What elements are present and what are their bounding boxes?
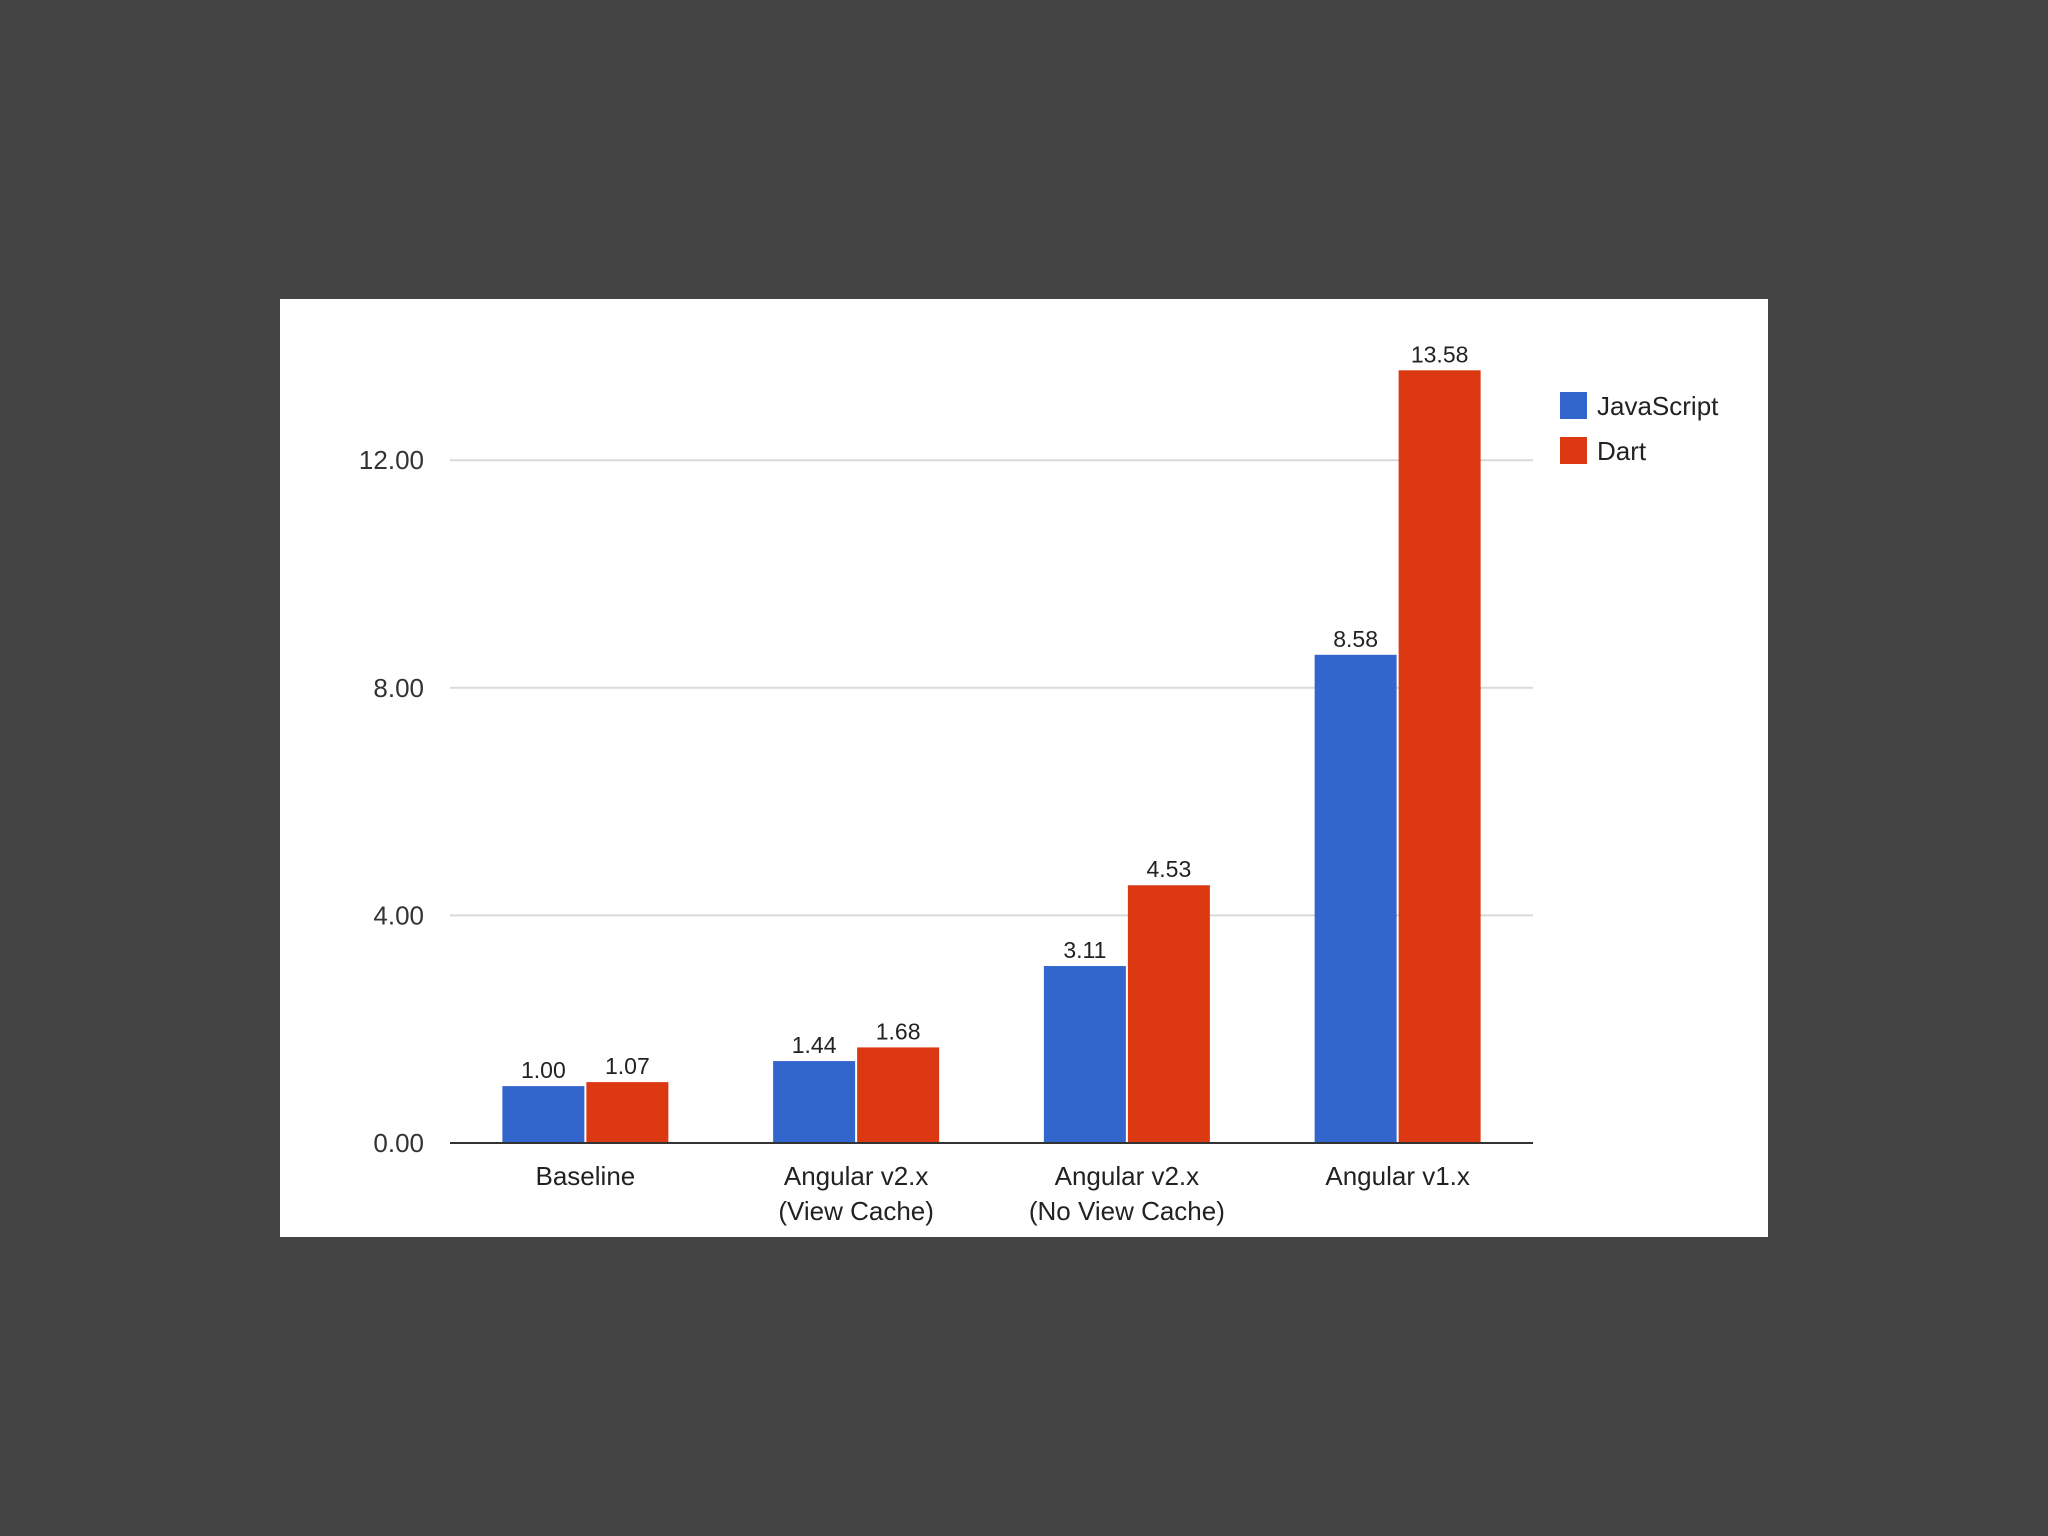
legend-swatch (1560, 392, 1587, 419)
bar-dart-1 (857, 1047, 940, 1143)
data-label: 1.68 (876, 1018, 921, 1044)
bar-javascript-1 (773, 1061, 856, 1143)
data-labels: 1.00 1.07 1.44 1.68 3.11 4.53 8.58 13.58 (521, 341, 1468, 1083)
data-label: 1.00 (521, 1057, 566, 1083)
x-axis: 0.00 4.00 8.00 12.00 Baseline Angular v2.x (Vi… (359, 445, 1533, 1226)
chart-panel: 0.00 4.00 8.00 12.00 Baseline Angular v2.x (Vi… (280, 299, 1768, 1237)
bar-javascript-3 (1314, 654, 1397, 1143)
x-tick-label: Angular v2.x (1055, 1161, 1200, 1191)
data-label: 1.44 (792, 1032, 837, 1058)
x-tick-label: Baseline (536, 1161, 636, 1191)
data-label: 3.11 (1063, 937, 1106, 963)
legend: JavaScript Dart (1560, 391, 1719, 466)
data-label: 8.58 (1333, 626, 1378, 652)
bar-dart-3 (1398, 370, 1481, 1144)
bar-chart: 0.00 4.00 8.00 12.00 Baseline Angular v2.x (Vi… (359, 341, 1719, 1226)
y-tick-label: 4.00 (373, 900, 424, 930)
data-label: 13.58 (1411, 341, 1469, 367)
legend-swatch (1560, 437, 1587, 464)
bar-dart-2 (1127, 885, 1210, 1143)
legend-label: JavaScript (1597, 391, 1719, 421)
y-tick-label: 0.00 (373, 1128, 424, 1158)
bar-javascript-2 (1043, 966, 1126, 1143)
x-tick-label: Angular v1.x (1325, 1161, 1470, 1191)
data-label: 4.53 (1146, 856, 1191, 882)
data-label: 1.07 (605, 1053, 650, 1079)
y-tick-label: 8.00 (373, 673, 424, 703)
bar-dart-0 (586, 1082, 669, 1143)
x-tick-label: (No View Cache) (1029, 1196, 1225, 1226)
x-tick-label: (View Cache) (778, 1196, 934, 1226)
x-tick-label: Angular v2.x (784, 1161, 929, 1191)
legend-label: Dart (1597, 436, 1647, 466)
y-tick-label: 12.00 (359, 445, 424, 475)
bar-javascript-0 (502, 1086, 585, 1143)
bars (502, 370, 1481, 1144)
